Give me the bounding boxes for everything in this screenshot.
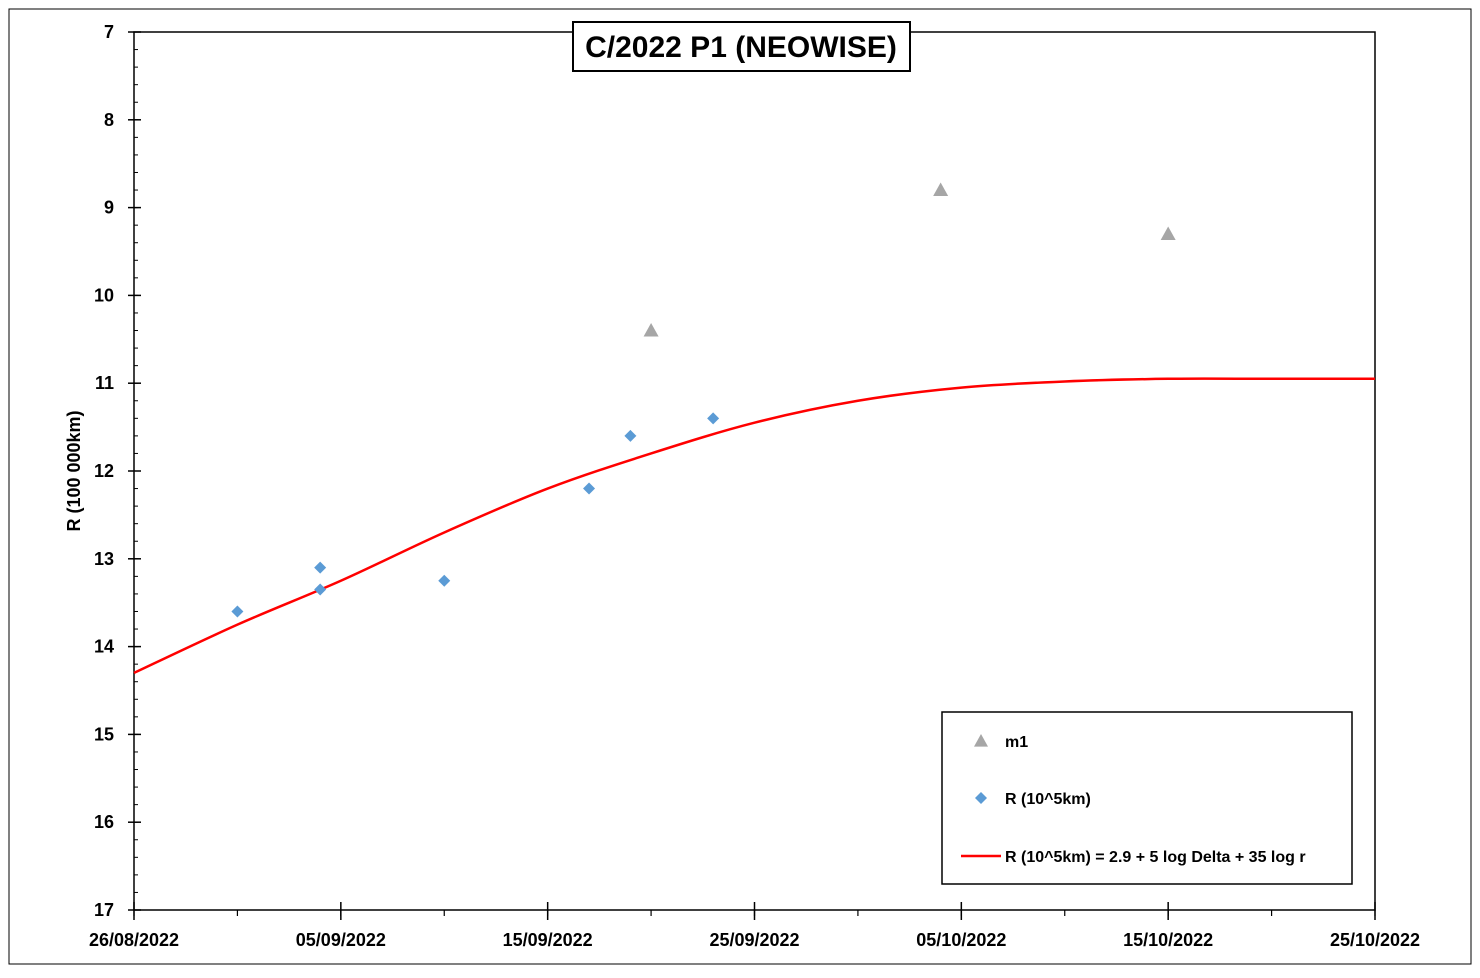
y-tick-label: 9: [104, 198, 114, 218]
series-layer: [133, 182, 1375, 675]
r-point: [314, 583, 327, 596]
y-tick-label: 12: [94, 461, 114, 481]
chart-title-box: C/2022 P1 (NEOWISE): [572, 21, 911, 72]
legend-diamond-swatch: [975, 792, 987, 804]
y-tick-label: 11: [95, 373, 114, 393]
m1-point: [933, 182, 949, 197]
y-axis-title: R (100 000km): [64, 410, 84, 531]
chart-title: C/2022 P1 (NEOWISE): [585, 31, 897, 64]
x-tick-label: 25/10/2022: [1330, 930, 1420, 950]
y-axis: 7 8 9 10 11 12 13 14 15 16 17: [94, 22, 141, 920]
x-tick-label: 05/10/2022: [916, 930, 1006, 950]
r-point: [314, 561, 327, 574]
legend-frame: [941, 711, 1353, 885]
x-axis: 26/08/2022 05/09/2022 15/09/2022 25/09/2022…: [89, 902, 1420, 950]
r-point: [438, 574, 451, 587]
r-point: [624, 429, 637, 442]
x-tick-label: 25/09/2022: [709, 930, 799, 950]
r-point: [231, 605, 244, 618]
y-tick-label: 10: [94, 285, 114, 305]
x-tick-label: 15/10/2022: [1123, 930, 1213, 950]
y-tick-label: 16: [94, 812, 114, 832]
legend-triangle-swatch: [974, 734, 988, 747]
m1-point: [1160, 226, 1176, 240]
x-tick-label: 15/09/2022: [503, 930, 593, 950]
legend: m1 R (10^5km) R (10^5km) = 2.9 + 5 log Del…: [941, 711, 1353, 885]
y-tick-label: 8: [104, 110, 114, 130]
legend-label: m1: [1005, 734, 1028, 751]
chart-title-frame: [572, 21, 911, 72]
r-point: [583, 482, 596, 495]
x-tick-label: 26/08/2022: [89, 930, 179, 950]
legend-label: R (10^5km) = 2.9 + 5 log Delta + 35 log …: [1005, 849, 1306, 866]
y-tick-label: 17: [94, 900, 114, 920]
m1-point: [643, 323, 659, 337]
y-tick-label: 13: [94, 549, 114, 569]
x-tick-label: 05/09/2022: [296, 930, 386, 950]
fit-curve-line: [133, 377, 1375, 675]
y-tick-label: 7: [104, 22, 114, 42]
legend-label: R (10^5km): [1005, 791, 1091, 808]
y-tick-label: 14: [94, 637, 114, 657]
y-tick-label: 15: [94, 724, 114, 744]
r-point: [707, 412, 720, 425]
